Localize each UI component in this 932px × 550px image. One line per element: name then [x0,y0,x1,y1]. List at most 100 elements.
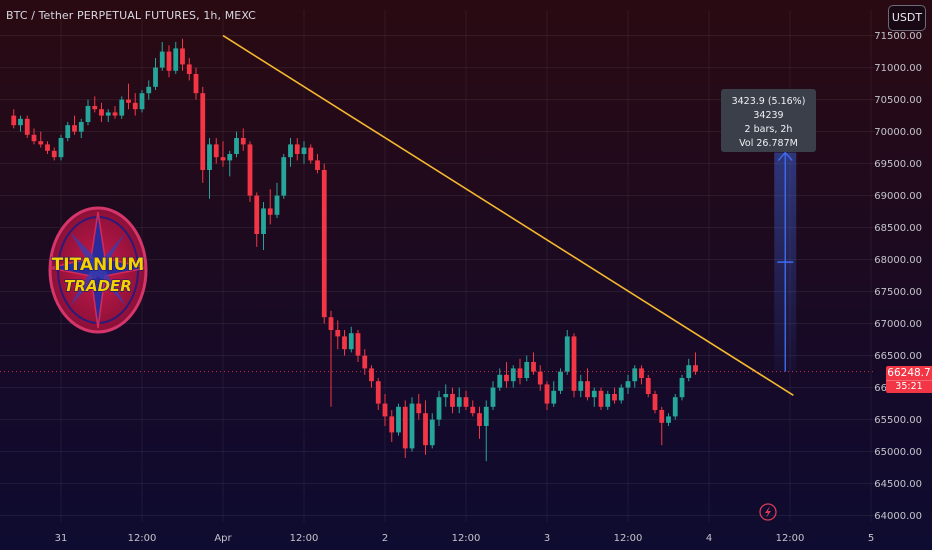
candle-body [200,93,206,170]
candle-body [632,368,638,382]
candle-body [666,416,671,423]
candle-body [618,387,624,401]
price-axis-label: 67500.00 [874,287,922,298]
candle-body [362,355,368,369]
candlestick-series [11,38,698,462]
price-axis-label: 65000.00 [874,447,922,458]
drawing-overlays[interactable] [0,34,875,396]
candle-body [207,144,212,170]
candle-body [375,381,381,404]
logo-text-line2: TRADER [64,277,132,295]
candle-body [159,51,165,68]
candle-body [423,413,428,446]
candle-body [585,381,590,398]
measure-change-text: 3423.9 (5.16%) 34239 [731,96,806,121]
candle-body [301,147,307,154]
price-axis[interactable]: 64000.0064500.0065000.0065500.0066000.00… [874,31,922,522]
titanium-trader-logo: TITANIUM TRADER [48,206,148,334]
candle-body [315,160,320,170]
candle-body [355,333,361,356]
time-axis-label: 12:00 [614,533,643,544]
candle-body [72,125,77,132]
current-price-label: 66248.7 [887,367,931,379]
candle-body [652,394,658,410]
candle-body [639,368,644,378]
candle-body [11,115,17,126]
candle-body [342,336,347,350]
candle-body [180,48,185,65]
candle-body [504,374,509,382]
candle-body [288,144,293,158]
candle-body [92,106,98,110]
candle-body [220,157,226,161]
candle-body [389,416,395,433]
candle-body [517,368,523,378]
candle-body [463,397,469,407]
candle-body [166,51,172,71]
price-axis-label: 69000.00 [874,191,922,202]
candle-body [537,371,543,385]
price-axis-label: 71000.00 [874,63,922,74]
price-axis-label: 71500.00 [874,31,922,42]
candle-body [254,195,260,234]
candle-body [564,336,570,372]
candle-body [247,144,253,196]
candle-body [261,208,266,234]
candle-body [571,336,577,391]
candle-body [470,406,476,414]
candle-body [429,419,435,446]
time-axis-label: 2 [382,533,388,544]
time-axis-label: 4 [706,533,712,544]
time-axis-label: 31 [55,533,68,544]
candle-body [335,330,341,337]
measure-arrowhead [777,151,793,162]
time-axis-label: 3 [544,533,550,544]
candle-body [18,118,23,126]
candle-body [38,141,44,145]
logo-text-line1: TITANIUM [52,255,145,275]
candle-body [416,403,422,414]
candle-body [645,378,651,394]
price-axis-label: 64500.00 [874,479,922,490]
candle-body [126,99,131,103]
time-axis-label: 12:00 [452,533,481,544]
candle-body [450,394,455,407]
candle-body [490,387,496,407]
candle-body [625,381,631,388]
candle-body [551,390,557,404]
candle-body [31,134,37,142]
price-axis-label: 67000.00 [874,319,922,330]
candle-body [99,109,104,116]
price-axis-label: 64000.00 [874,511,922,522]
candle-body [58,138,64,158]
trendline[interactable] [222,34,794,396]
candle-body [24,118,30,135]
candle-body [497,374,503,388]
candle-body [105,112,111,116]
candle-body [672,397,678,417]
time-axis-label: Apr [214,533,232,544]
candle-body [443,394,449,398]
candle-body [45,144,50,151]
candle-body [146,86,152,94]
currency-button[interactable]: USDT [888,5,926,31]
candle-body [409,403,415,449]
price-axis-label: 68500.00 [874,223,922,234]
current-price-tag: 66248.7 35:21 [886,366,932,393]
measure-bars-text: 2 bars, 2h [744,124,793,135]
time-axis[interactable]: 31 12:00 Apr 12:00 2 12:00 3 12:00 4 12:00 5 [55,533,875,544]
candle-body [139,93,145,110]
candle-body [173,48,179,71]
measure-volume-text: Vol 26.787M [739,138,798,149]
candle-body [510,368,516,382]
candle-body [477,413,482,426]
candle-body [605,394,611,407]
lightning-icon[interactable] [759,503,777,521]
time-axis-label: 12:00 [290,533,319,544]
candle-body [612,394,617,401]
candle-body [456,397,462,407]
price-axis-label: 68000.00 [874,255,922,266]
time-axis-label: 12:00 [128,533,157,544]
